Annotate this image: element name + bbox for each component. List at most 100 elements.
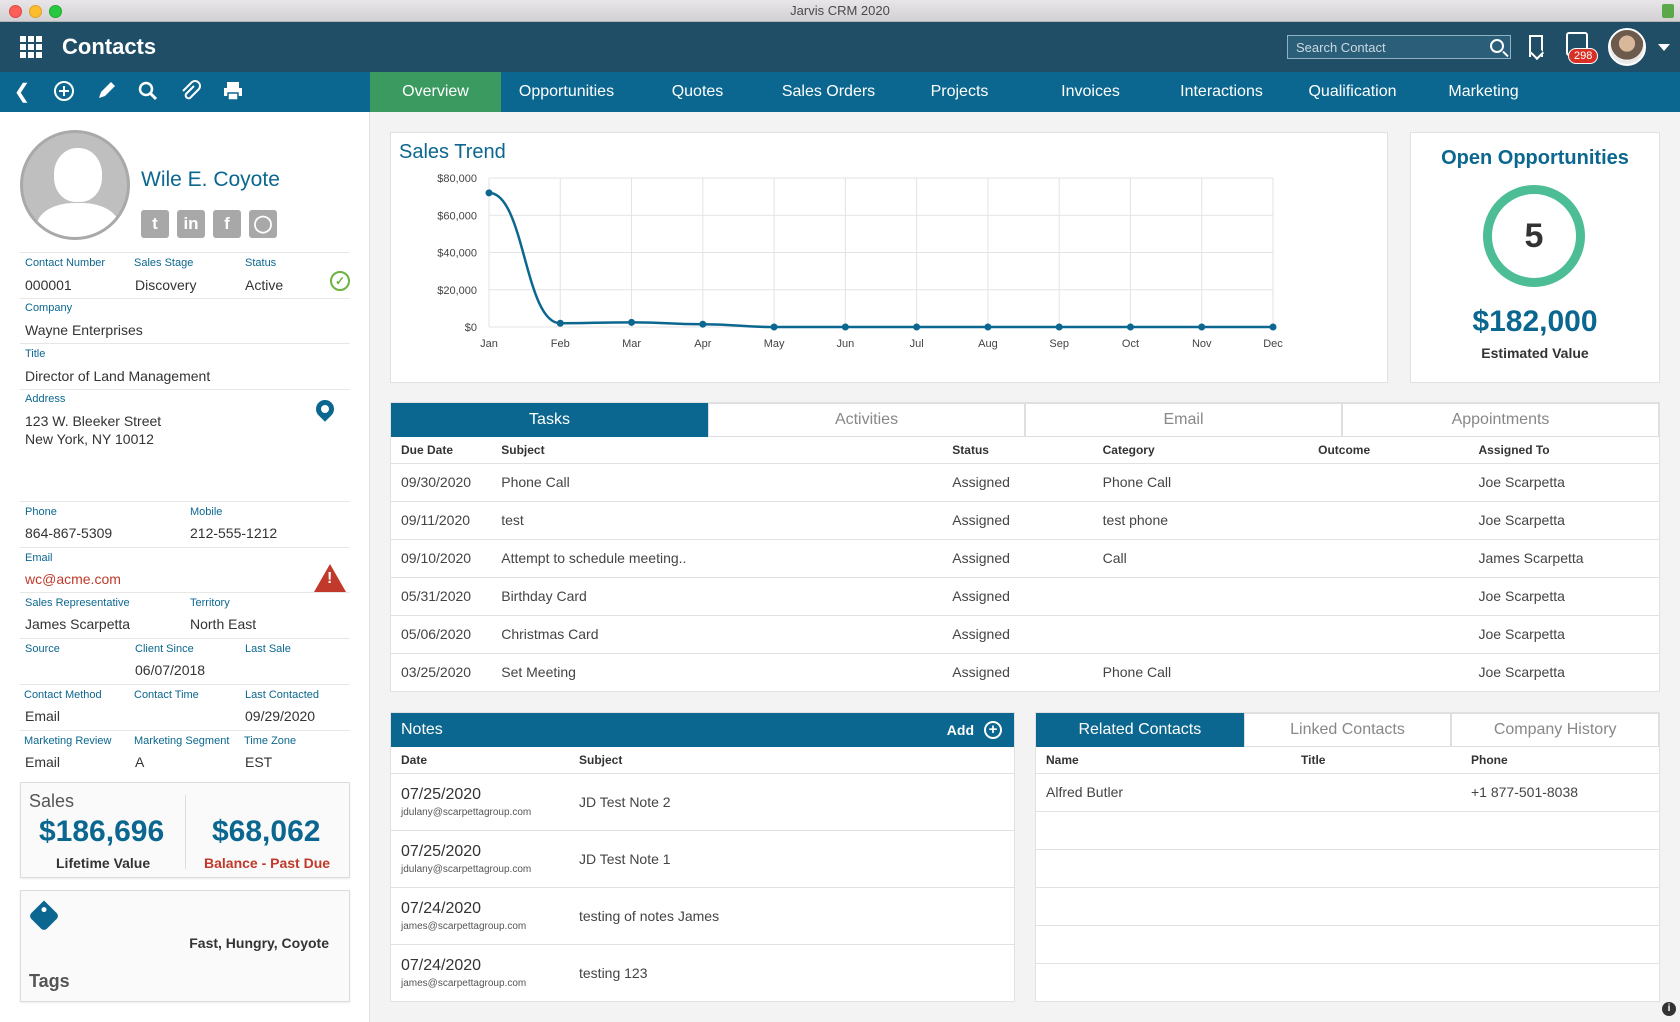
table-cell: Assigned bbox=[942, 463, 1093, 502]
chevron-down-icon[interactable] bbox=[1658, 44, 1670, 51]
attach-icon[interactable] bbox=[178, 80, 202, 104]
column-header[interactable]: Subject bbox=[569, 747, 1014, 774]
table-row[interactable]: 09/10/2020 Attempt to schedule meeting.. A… bbox=[391, 539, 1659, 578]
table-cell bbox=[1308, 463, 1469, 502]
add-icon[interactable] bbox=[52, 80, 76, 104]
balance-value: $68,062 bbox=[212, 815, 321, 848]
note-date: 07/24/2020 bbox=[401, 956, 482, 974]
mobile-value[interactable]: 212-555-1212 bbox=[190, 525, 278, 541]
table-cell bbox=[1291, 773, 1461, 812]
table-cell: Joe Scarpetta bbox=[1468, 501, 1659, 540]
sales-summary-card: Sales $186,696 Lifetime Value $68,062 Ba… bbox=[20, 782, 350, 878]
table-row[interactable]: 05/06/2020 Christmas Card Assigned Joe Scar… bbox=[391, 615, 1659, 654]
table-row[interactable]: Alfred Butler +1 877-501-8038 bbox=[1036, 773, 1659, 812]
table-row[interactable]: 07/24/2020 james@scarpettagroup.com testin… bbox=[391, 944, 1014, 1002]
column-header[interactable]: Assigned To bbox=[1468, 437, 1659, 464]
column-header[interactable]: Due Date bbox=[391, 437, 492, 464]
tab-appointments[interactable]: Appointments bbox=[1342, 403, 1659, 437]
tab-invoices[interactable]: Invoices bbox=[1061, 83, 1120, 100]
map-pin-icon[interactable] bbox=[312, 396, 338, 422]
add-circle-icon[interactable]: + bbox=[984, 721, 1002, 739]
table-cell bbox=[1308, 577, 1469, 616]
minimize-window-button[interactable] bbox=[29, 5, 42, 18]
info-icon[interactable]: i bbox=[1662, 1002, 1676, 1016]
data-point bbox=[913, 323, 921, 331]
x-tick-label: Dec bbox=[1263, 338, 1283, 350]
column-header[interactable]: Outcome bbox=[1308, 437, 1469, 464]
sales-stage-value: Discovery bbox=[135, 277, 197, 293]
table-row[interactable]: 09/30/2020 Phone Call Assigned Phone Call Jo… bbox=[391, 463, 1659, 502]
note-subject: testing of notes James bbox=[569, 887, 1014, 945]
tab-email[interactable]: Email bbox=[1025, 403, 1342, 437]
tab-quotes[interactable]: Quotes bbox=[671, 83, 724, 100]
column-header[interactable]: Date bbox=[391, 747, 569, 774]
back-icon[interactable]: ❮ bbox=[13, 81, 31, 103]
table-row[interactable]: 05/31/2020 Birthday Card Assigned Joe Scarp… bbox=[391, 577, 1659, 616]
table-cell: Joe Scarpetta bbox=[1468, 615, 1659, 654]
client-since-label: Client Since bbox=[135, 643, 194, 655]
open-opportunities-card[interactable]: Open Opportunities 5 $182,000 Estimated … bbox=[1410, 132, 1660, 383]
linkedin-icon[interactable]: in bbox=[177, 210, 205, 238]
search-icon[interactable] bbox=[1490, 39, 1504, 53]
table-cell: Assigned bbox=[942, 653, 1093, 692]
tab-marketing[interactable]: Marketing bbox=[1448, 83, 1519, 100]
table-cell bbox=[1308, 539, 1469, 578]
tags-card: Fast, Hungry, Coyote Tags bbox=[20, 890, 350, 1002]
column-header[interactable]: Name bbox=[1036, 747, 1291, 774]
tab-company-history[interactable]: Company History bbox=[1451, 713, 1660, 747]
user-avatar[interactable] bbox=[1608, 28, 1646, 66]
tab-activities[interactable]: Activities bbox=[708, 403, 1025, 437]
tab-projects[interactable]: Projects bbox=[930, 83, 989, 100]
tab-overview[interactable]: Overview bbox=[370, 72, 501, 112]
table-row[interactable]: 07/25/2020 jdulany@scarpettagroup.com JD T… bbox=[391, 773, 1014, 831]
table-cell bbox=[1461, 887, 1659, 926]
table-row[interactable]: 07/25/2020 jdulany@scarpettagroup.com JD T… bbox=[391, 830, 1014, 888]
tab-related-contacts[interactable]: Related Contacts bbox=[1036, 713, 1244, 747]
column-header[interactable]: Title bbox=[1291, 747, 1461, 774]
table-cell: Assigned bbox=[942, 501, 1093, 540]
zoom-window-button[interactable] bbox=[49, 5, 62, 18]
table-row[interactable]: 09/11/2020 test Assigned test phone Joe Scar… bbox=[391, 501, 1659, 540]
data-point bbox=[1269, 323, 1277, 331]
sales-rep-label: Sales Representative bbox=[25, 597, 130, 609]
search-icon[interactable] bbox=[136, 80, 160, 104]
contact-avatar[interactable] bbox=[20, 130, 130, 240]
check-circle-icon: ✓ bbox=[330, 271, 350, 291]
table-row bbox=[1036, 811, 1659, 850]
twitter-icon[interactable]: t bbox=[141, 210, 169, 238]
tab-opportunities[interactable]: Opportunities bbox=[518, 83, 615, 100]
instagram-icon[interactable]: ◯ bbox=[249, 210, 277, 238]
table-row[interactable]: 03/25/2020 Set Meeting Assigned Phone Call J… bbox=[391, 653, 1659, 692]
phone-value[interactable]: 864-867-5309 bbox=[25, 525, 113, 541]
x-tick-label: Apr bbox=[694, 338, 711, 350]
marketing-review-value: Email bbox=[25, 754, 61, 770]
bookmark-icon[interactable] bbox=[1529, 35, 1543, 57]
data-point bbox=[1198, 323, 1206, 331]
column-header[interactable]: Subject bbox=[491, 437, 943, 464]
tab-sales-orders[interactable]: Sales Orders bbox=[781, 83, 876, 100]
last-sale-label: Last Sale bbox=[245, 643, 291, 655]
app-header: Contacts Search Contact 298 bbox=[0, 22, 1680, 72]
edit-icon[interactable] bbox=[94, 80, 118, 104]
close-window-button[interactable] bbox=[9, 5, 22, 18]
y-tick-label: $0 bbox=[465, 322, 477, 334]
add-note-button[interactable]: Add bbox=[946, 722, 974, 738]
tab-qualification[interactable]: Qualification bbox=[1308, 83, 1397, 100]
tab-interactions[interactable]: Interactions bbox=[1180, 83, 1263, 100]
tab-linked-contacts[interactable]: Linked Contacts bbox=[1243, 713, 1452, 747]
column-header[interactable]: Phone bbox=[1461, 747, 1659, 774]
column-header[interactable]: Category bbox=[1092, 437, 1309, 464]
app-grid-icon[interactable] bbox=[20, 36, 42, 58]
note-subject: JD Test Note 1 bbox=[569, 830, 1014, 888]
tab-tasks[interactable]: Tasks bbox=[391, 403, 708, 437]
table-row[interactable]: 07/24/2020 james@scarpettagroup.com testin… bbox=[391, 887, 1014, 945]
company-value: Wayne Enterprises bbox=[25, 322, 143, 338]
search-input[interactable]: Search Contact bbox=[1287, 35, 1511, 59]
email-value[interactable]: wc@acme.com bbox=[25, 571, 121, 587]
table-cell: test phone bbox=[1092, 501, 1309, 540]
table-cell bbox=[1036, 887, 1291, 926]
print-icon[interactable] bbox=[221, 80, 245, 104]
facebook-icon[interactable]: f bbox=[213, 210, 241, 238]
table-cell bbox=[1308, 501, 1469, 540]
column-header[interactable]: Status bbox=[942, 437, 1093, 464]
